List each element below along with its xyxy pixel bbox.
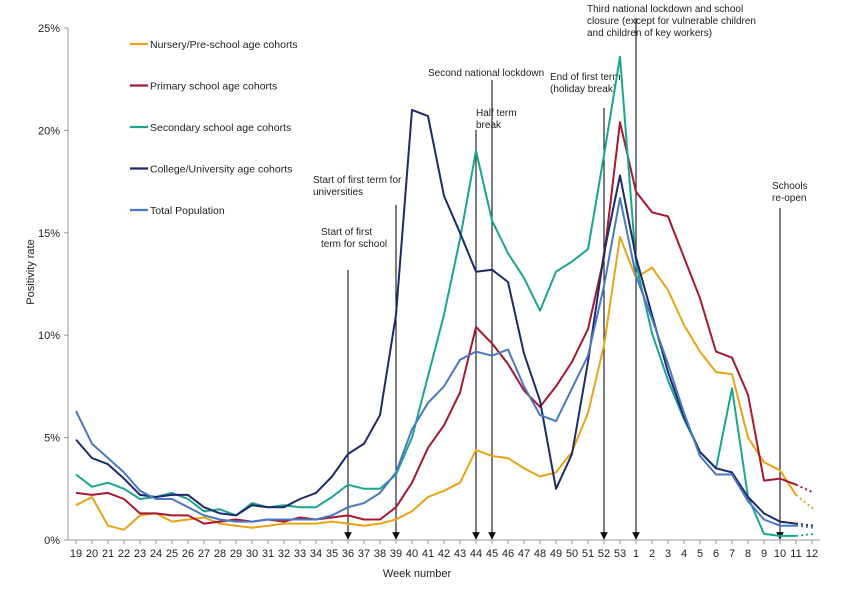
- x-tick-label: 10: [774, 548, 786, 560]
- y-tick-label: 0%: [44, 535, 60, 547]
- series-line-1: [75, 235, 797, 531]
- series-dotted-tail-5: [795, 524, 815, 529]
- x-tick-label: 39: [390, 548, 402, 560]
- x-tick-label: 33: [294, 548, 306, 560]
- x-tick-label: 22: [118, 548, 130, 560]
- x-tick-label: 23: [134, 548, 146, 560]
- y-axis-title: Positivity rate: [25, 239, 37, 304]
- x-tick-label: 42: [438, 548, 450, 560]
- annotation-text-week-1: closure (except for vulnerable children: [587, 16, 756, 27]
- series-lines: [75, 55, 815, 537]
- x-tick-label: 52: [598, 548, 610, 560]
- series-line-5: [75, 197, 796, 527]
- x-tick-label: 21: [102, 548, 114, 560]
- annotation-text-week-10: re-open: [772, 193, 806, 204]
- x-tick-label: 1: [633, 548, 639, 560]
- x-tick-label: 32: [278, 548, 290, 560]
- x-tick-label: 34: [310, 548, 322, 560]
- x-tick-label: 28: [214, 548, 226, 560]
- x-tick-label: 8: [745, 548, 751, 560]
- x-tick-label: 51: [582, 548, 594, 560]
- y-tick-label: 10%: [38, 330, 60, 342]
- x-tick-label: 24: [150, 548, 162, 560]
- x-tick-label: 49: [550, 548, 562, 560]
- x-axis: 19 20 21 22 23 24 25 26 27 28 29 30 31 32 33 34 35 36 37 38…: [68, 539, 820, 560]
- annotation-text-week-44: break: [476, 120, 502, 131]
- x-tick-label: 47: [518, 548, 530, 560]
- x-tick-label: 26: [182, 548, 194, 560]
- series-dotted-tail-3: [795, 532, 815, 537]
- x-tick-label: 44: [470, 548, 482, 560]
- annotation-text-week-36: Start of first: [321, 227, 372, 238]
- annotation-text-week-1: and children of key workers): [587, 28, 712, 39]
- x-tick-label: 27: [198, 548, 210, 560]
- x-tick-label: 4: [681, 548, 687, 560]
- series-line-2: [75, 121, 797, 525]
- legend-label-5: Total Population: [150, 205, 225, 217]
- series-dotted-tail-1: [795, 494, 815, 511]
- y-tick-label: 15%: [38, 228, 60, 240]
- y-tick-label: 5%: [44, 433, 60, 445]
- x-tick-label: 35: [326, 548, 338, 560]
- series-line-4: [75, 108, 797, 525]
- x-tick-label: 3: [665, 548, 671, 560]
- x-tick-label: 30: [246, 548, 258, 560]
- x-tick-label: 25: [166, 548, 178, 560]
- x-tick-label: 38: [374, 548, 386, 560]
- legend-label-2: Primary school age cohorts: [150, 81, 277, 93]
- annotation-text-week-10: Schools: [772, 181, 808, 192]
- annotation-text-week-39: universities: [313, 187, 363, 198]
- series-dotted-tail-2: [795, 483, 815, 494]
- y-axis: 0% 5% 10% 15% 20% 25%: [38, 23, 69, 547]
- x-axis-title: Week number: [383, 568, 452, 580]
- x-tick-label: 7: [729, 548, 735, 560]
- series-line-3: [75, 55, 796, 537]
- x-tick-label: 19: [70, 548, 82, 560]
- x-tick-label: 9: [761, 548, 767, 560]
- annotation-text-week-45: Second national lockdown: [428, 68, 544, 79]
- annotation-text-week-52: (holiday break): [550, 84, 616, 95]
- x-tick-label: 6: [713, 548, 719, 560]
- y-tick-label: 25%: [38, 23, 60, 35]
- x-tick-label: 43: [454, 548, 466, 560]
- x-tick-label: 37: [358, 548, 370, 560]
- x-tick-label: 29: [230, 548, 242, 560]
- series-dotted-tail-4: [795, 522, 815, 527]
- legend-label-3: Secondary school age cohorts: [150, 122, 291, 134]
- legend-label-1: Nursery/Pre-school age cohorts: [150, 39, 298, 51]
- x-tick-label: 12: [806, 548, 818, 560]
- x-tick-label: 53: [614, 548, 626, 560]
- x-tick-label: 31: [262, 548, 274, 560]
- x-tick-label: 36: [342, 548, 354, 560]
- x-tick-label: 50: [566, 548, 578, 560]
- x-tick-label: 41: [422, 548, 434, 560]
- annotation-text-week-39: Start of first term for: [313, 175, 402, 186]
- annotation-text-week-36: term for school: [321, 239, 387, 250]
- x-tick-label: 2: [649, 548, 655, 560]
- x-tick-label: 40: [406, 548, 418, 560]
- x-tick-label: 45: [486, 548, 498, 560]
- x-tick-label: 48: [534, 548, 546, 560]
- x-tick-label: 11: [790, 548, 801, 560]
- y-tick-label: 20%: [38, 125, 60, 137]
- legend: Nursery/Pre-school age cohorts Primary sc…: [130, 39, 298, 217]
- annotation-text-week-44: Half term: [476, 108, 517, 119]
- legend-label-4: College/University age cohorts: [150, 164, 292, 176]
- x-tick-label: 5: [697, 548, 703, 560]
- x-tick-label: 46: [502, 548, 514, 560]
- annotation-text-week-52: End of first term: [550, 72, 621, 83]
- x-tick-label: 20: [86, 548, 98, 560]
- annotation-text-week-1: Third national lockdown and school: [587, 4, 743, 15]
